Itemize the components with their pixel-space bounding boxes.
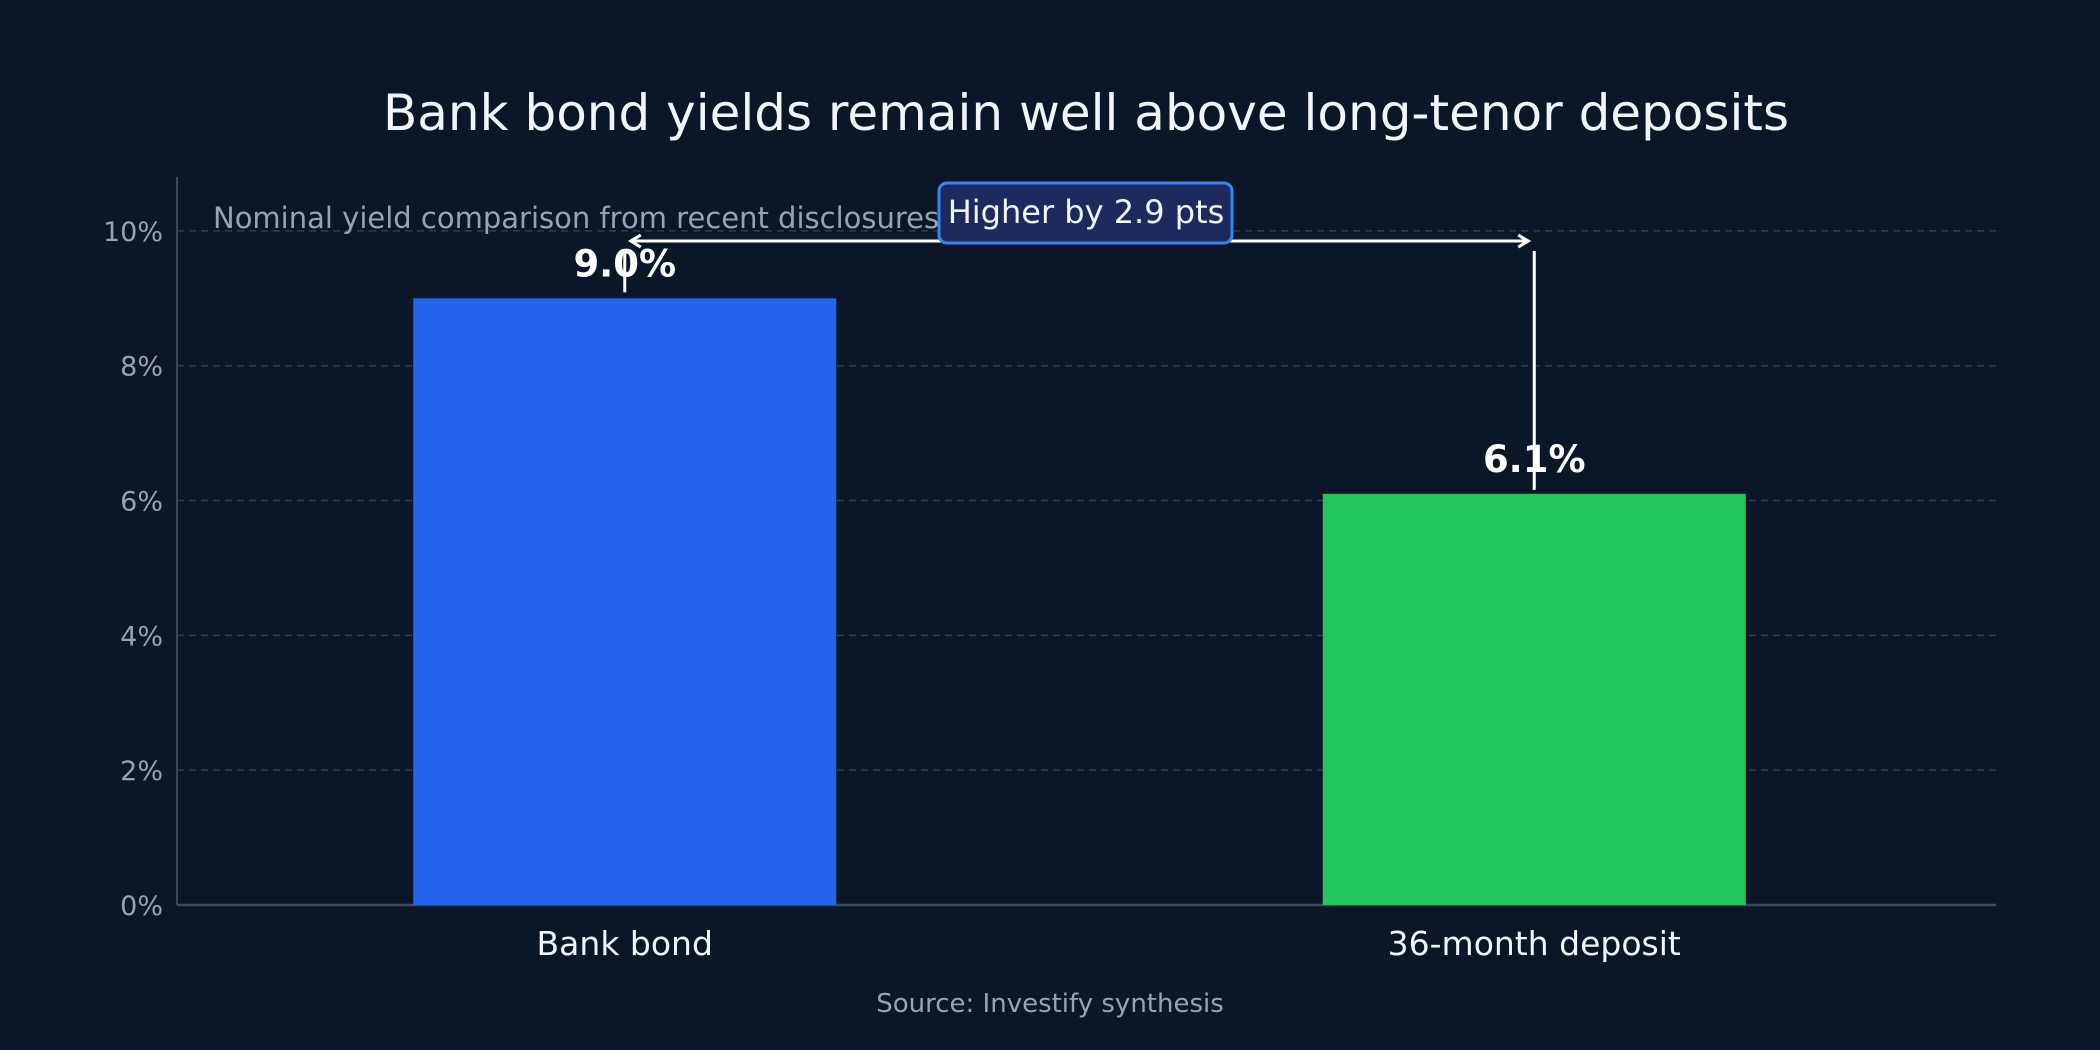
y-tick-label: 10% (103, 217, 163, 248)
annotation-arrowhead-left (627, 233, 642, 249)
y-tick-label: 2% (120, 756, 163, 787)
bars (413, 298, 1746, 905)
callout-label: Higher by 2.9 pts (948, 193, 1225, 231)
difference-callout: Higher by 2.9 pts (937, 181, 1234, 245)
x-category-label: 36-month deposit (1388, 924, 1681, 963)
y-tick-label: 6% (120, 487, 163, 518)
callout-box (937, 181, 1234, 245)
y-tick-label: 4% (120, 621, 163, 652)
x-category-label: Bank bond (537, 924, 713, 963)
chart-title: Bank bond yields remain well above long-… (383, 84, 1789, 142)
bar (1322, 493, 1746, 905)
y-tick-label: 0% (120, 891, 163, 922)
bar (413, 298, 837, 905)
chart-subtitle: Nominal yield comparison from recent dis… (213, 201, 939, 235)
y-tick-label: 8% (120, 352, 163, 383)
annotation-arrowhead-right (1517, 233, 1532, 249)
source-note: Source: Investify synthesis (876, 989, 1224, 1019)
